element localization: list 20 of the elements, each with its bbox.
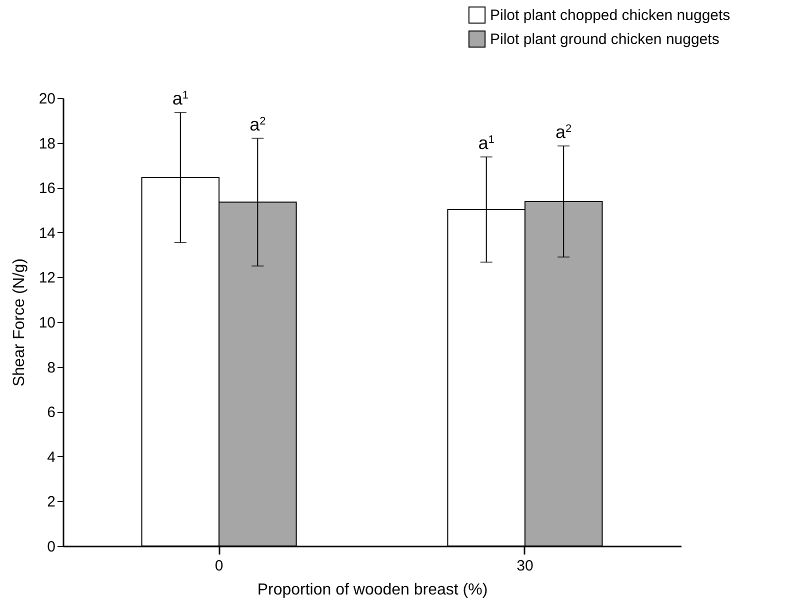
y-tick-label: 0 bbox=[47, 538, 56, 556]
annotation: a$^{2}$ bbox=[250, 114, 266, 134]
annotation: a$^{1}$ bbox=[172, 88, 188, 109]
legend-label: Pilot plant ground chicken nuggets bbox=[490, 31, 720, 48]
y-tick-label: 16 bbox=[38, 180, 56, 198]
y-tick-label: 12 bbox=[38, 270, 56, 287]
legend-label: Pilot plant chopped chicken nuggets bbox=[490, 7, 730, 24]
y-tick-label: 8 bbox=[47, 359, 56, 376]
x-tick-label: 30 bbox=[516, 558, 534, 574]
y-axis-title: Shear Force (N/g) bbox=[10, 258, 28, 387]
y-tick-label: 4 bbox=[47, 448, 56, 466]
annotation: a$^{1}$ bbox=[478, 132, 494, 153]
y-tick-label: 6 bbox=[47, 404, 56, 422]
x-axis-title: Proportion of wooden breast (%) bbox=[257, 582, 488, 598]
y-tick-label: 10 bbox=[38, 314, 56, 332]
y-tick-label: 2 bbox=[47, 494, 56, 511]
y-tick-label: 20 bbox=[38, 90, 56, 108]
y-tick-label: 18 bbox=[38, 135, 56, 152]
annotation: a$^{2}$ bbox=[556, 122, 572, 142]
y-tick-label: 14 bbox=[38, 224, 56, 242]
